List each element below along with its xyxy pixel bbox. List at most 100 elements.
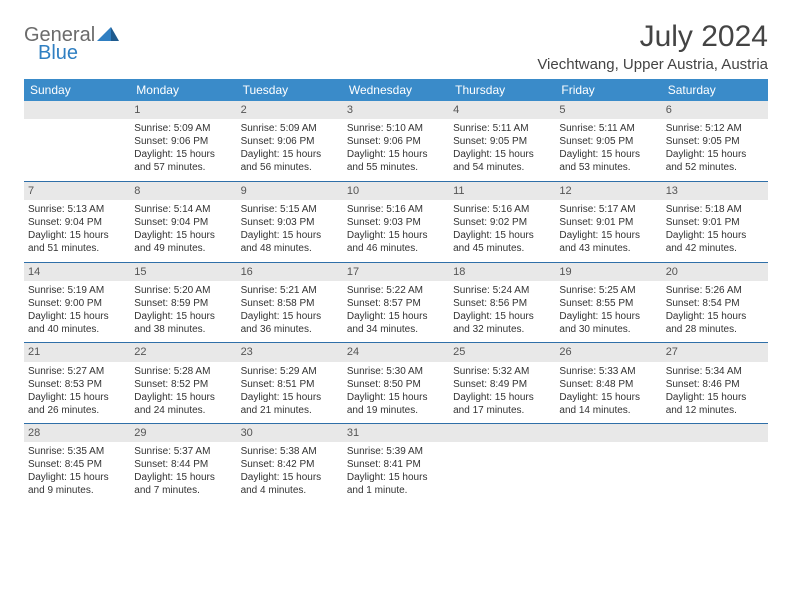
- sunrise-text: Sunrise: 5:29 AM: [241, 365, 339, 378]
- sunrise-text: Sunrise: 5:12 AM: [666, 122, 764, 135]
- sunset-text: Sunset: 8:53 PM: [28, 378, 126, 391]
- calendar-day-cell: 17 Sunrise: 5:22 AMSunset: 8:57 PMDayligh…: [343, 262, 449, 342]
- triangle-icon: [97, 25, 119, 46]
- sunset-text: Sunset: 8:52 PM: [134, 378, 232, 391]
- sunset-text: Sunset: 8:51 PM: [241, 378, 339, 391]
- day-number: 15: [130, 263, 236, 281]
- sunset-text: Sunset: 8:58 PM: [241, 297, 339, 310]
- daylight-text: and 19 minutes.: [347, 404, 445, 417]
- daylight-text: Daylight: 15 hours: [453, 310, 551, 323]
- day-number-blank: [449, 424, 555, 442]
- sunrise-text: Sunrise: 5:16 AM: [347, 203, 445, 216]
- daylight-text: Daylight: 15 hours: [347, 229, 445, 242]
- sunset-text: Sunset: 9:04 PM: [28, 216, 126, 229]
- sunset-text: Sunset: 8:59 PM: [134, 297, 232, 310]
- day-number: 22: [130, 343, 236, 361]
- sunrise-text: Sunrise: 5:13 AM: [28, 203, 126, 216]
- sunset-text: Sunset: 8:42 PM: [241, 458, 339, 471]
- day-number: 17: [343, 263, 449, 281]
- daylight-text: and 14 minutes.: [559, 404, 657, 417]
- calendar-header-row: SundayMondayTuesdayWednesdayThursdayFrid…: [24, 79, 768, 101]
- calendar-day-cell: 30Sunrise: 5:38 AMSunset: 8:42 PMDayligh…: [237, 424, 343, 504]
- calendar-week-row: 14Sunrise: 5:19 AMSunset: 9:00 PMDayligh…: [24, 262, 768, 342]
- day-number: 25: [449, 343, 555, 361]
- sunset-text: Sunset: 8:44 PM: [134, 458, 232, 471]
- calendar-day-cell: 18Sunrise: 5:24 AMSunset: 8:56 PMDayligh…: [449, 262, 555, 342]
- daylight-text: and 36 minutes.: [241, 323, 339, 336]
- sunset-text: Sunset: 9:01 PM: [559, 216, 657, 229]
- sunrise-text: Sunrise: 5:09 AM: [241, 122, 339, 135]
- daylight-text: and 40 minutes.: [28, 323, 126, 336]
- sunset-text: Sunset: 9:03 PM: [347, 216, 445, 229]
- weekday-header: Thursday: [449, 79, 555, 101]
- daylight-text: and 30 minutes.: [559, 323, 657, 336]
- calendar-day-cell: 19Sunrise: 5:25 AMSunset: 8:55 PMDayligh…: [555, 262, 661, 342]
- sunrise-text: Sunrise: 5:22 AM: [347, 284, 445, 297]
- calendar-day-cell: 20Sunrise: 5:26 AMSunset: 8:54 PMDayligh…: [662, 262, 768, 342]
- sunrise-text: Sunrise: 5:28 AM: [134, 365, 232, 378]
- title-area: July 2024 Viechtwang, Upper Austria, Aus…: [537, 20, 768, 73]
- calendar-week-row: 21Sunrise: 5:27 AMSunset: 8:53 PMDayligh…: [24, 343, 768, 423]
- day-number: 3: [343, 101, 449, 119]
- daylight-text: Daylight: 15 hours: [134, 229, 232, 242]
- calendar-day-cell: 3Sunrise: 5:10 AMSunset: 9:06 PMDaylight…: [343, 101, 449, 180]
- day-number: 28: [24, 424, 130, 442]
- sunrise-text: Sunrise: 5:18 AM: [666, 203, 764, 216]
- calendar-day-cell: 22Sunrise: 5:28 AMSunset: 8:52 PMDayligh…: [130, 343, 236, 423]
- daylight-text: and 7 minutes.: [134, 484, 232, 497]
- day-number-blank: [24, 101, 130, 119]
- daylight-text: and 12 minutes.: [666, 404, 764, 417]
- sunrise-text: Sunrise: 5:19 AM: [28, 284, 126, 297]
- daylight-text: Daylight: 15 hours: [28, 229, 126, 242]
- sunrise-text: Sunrise: 5:30 AM: [347, 365, 445, 378]
- calendar-day-cell: 28Sunrise: 5:35 AMSunset: 8:45 PMDayligh…: [24, 424, 130, 504]
- daylight-text: Daylight: 15 hours: [134, 310, 232, 323]
- sunrise-text: Sunrise: 5:37 AM: [134, 445, 232, 458]
- sunset-text: Sunset: 9:01 PM: [666, 216, 764, 229]
- daylight-text: and 42 minutes.: [666, 242, 764, 255]
- calendar-day-cell: 9Sunrise: 5:15 AMSunset: 9:03 PMDaylight…: [237, 181, 343, 261]
- calendar-day-cell: 14Sunrise: 5:19 AMSunset: 9:00 PMDayligh…: [24, 262, 130, 342]
- calendar-day-cell: 12Sunrise: 5:17 AMSunset: 9:01 PMDayligh…: [555, 181, 661, 261]
- daylight-text: and 17 minutes.: [453, 404, 551, 417]
- sunrise-text: Sunrise: 5:25 AM: [559, 284, 657, 297]
- sunset-text: Sunset: 8:57 PM: [347, 297, 445, 310]
- sunset-text: Sunset: 8:56 PM: [453, 297, 551, 310]
- daylight-text: Daylight: 15 hours: [347, 148, 445, 161]
- daylight-text: and 1 minute.: [347, 484, 445, 497]
- daylight-text: and 49 minutes.: [134, 242, 232, 255]
- daylight-text: Daylight: 15 hours: [453, 229, 551, 242]
- sunset-text: Sunset: 8:45 PM: [28, 458, 126, 471]
- calendar-day-cell: 27Sunrise: 5:34 AMSunset: 8:46 PMDayligh…: [662, 343, 768, 423]
- daylight-text: Daylight: 15 hours: [559, 310, 657, 323]
- day-number: 11: [449, 182, 555, 200]
- daylight-text: and 28 minutes.: [666, 323, 764, 336]
- day-number: 13: [662, 182, 768, 200]
- weekday-header: Sunday: [24, 79, 130, 101]
- calendar-day-cell: 16Sunrise: 5:21 AMSunset: 8:58 PMDayligh…: [237, 262, 343, 342]
- sunrise-text: Sunrise: 5:26 AM: [666, 284, 764, 297]
- daylight-text: Daylight: 15 hours: [347, 471, 445, 484]
- day-number: 26: [555, 343, 661, 361]
- sunrise-text: Sunrise: 5:35 AM: [28, 445, 126, 458]
- daylight-text: and 9 minutes.: [28, 484, 126, 497]
- sunrise-text: Sunrise: 5:38 AM: [241, 445, 339, 458]
- calendar-day-cell: 23Sunrise: 5:29 AMSunset: 8:51 PMDayligh…: [237, 343, 343, 423]
- sunrise-text: Sunrise: 5:39 AM: [347, 445, 445, 458]
- sunset-text: Sunset: 9:05 PM: [666, 135, 764, 148]
- day-number-blank: [555, 424, 661, 442]
- weekday-header: Friday: [555, 79, 661, 101]
- sunrise-text: Sunrise: 5:20 AM: [134, 284, 232, 297]
- daylight-text: Daylight: 15 hours: [241, 310, 339, 323]
- calendar-day-cell: 31Sunrise: 5:39 AMSunset: 8:41 PMDayligh…: [343, 424, 449, 504]
- daylight-text: Daylight: 15 hours: [347, 310, 445, 323]
- calendar-day-cell: [449, 424, 555, 504]
- weekday-header: Tuesday: [237, 79, 343, 101]
- daylight-text: Daylight: 15 hours: [666, 310, 764, 323]
- daylight-text: Daylight: 15 hours: [134, 148, 232, 161]
- sunset-text: Sunset: 9:03 PM: [241, 216, 339, 229]
- day-number: 31: [343, 424, 449, 442]
- sunrise-text: Sunrise: 5:15 AM: [241, 203, 339, 216]
- sunset-text: Sunset: 8:50 PM: [347, 378, 445, 391]
- sunrise-text: Sunrise: 5:11 AM: [453, 122, 551, 135]
